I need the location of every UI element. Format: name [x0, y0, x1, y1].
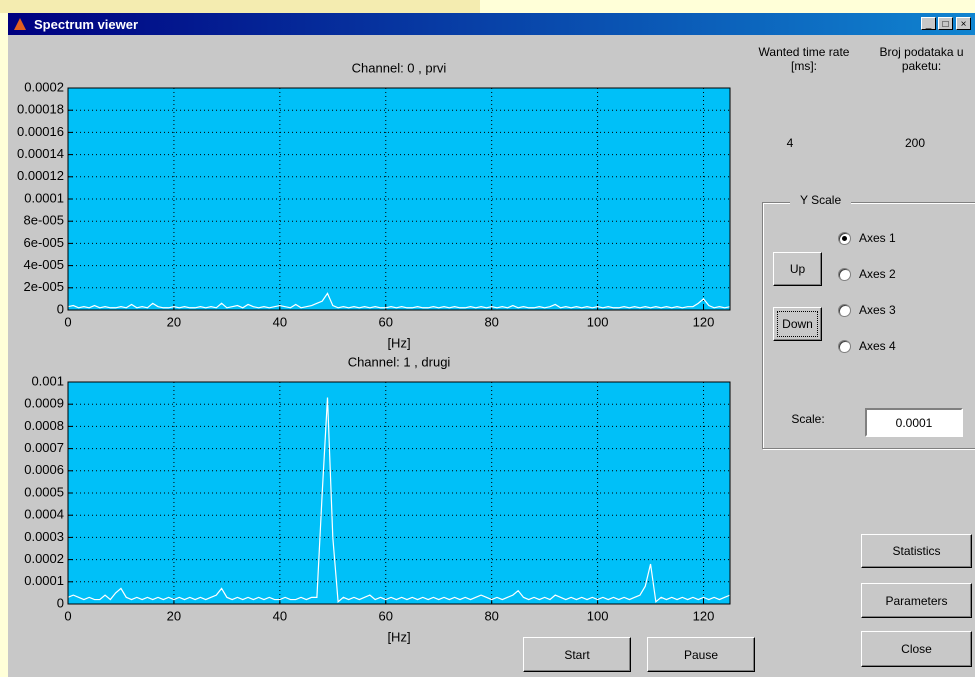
- chart-title: Channel: 1 , drugi: [348, 354, 451, 369]
- y-tick-label: 0.0004: [24, 507, 64, 522]
- x-axis-label: [Hz]: [387, 629, 410, 644]
- y-tick-label: 2e-005: [24, 279, 64, 294]
- y-tick-label: 0.0002: [24, 79, 64, 94]
- y-tick-label: 0.0003: [24, 529, 64, 544]
- statistics-button[interactable]: Statistics: [861, 534, 972, 568]
- y-tick-label: 0.0006: [24, 462, 64, 477]
- y-scale-group: [762, 202, 975, 449]
- y-tick-label: 4e-005: [24, 257, 64, 272]
- x-tick-label: 100: [587, 314, 609, 329]
- y-tick-label: 0.00016: [17, 124, 64, 139]
- maximize-button[interactable]: □: [938, 17, 953, 30]
- x-tick-label: 60: [379, 314, 393, 329]
- radio-indicator: [838, 231, 851, 245]
- packet-label: Broj podataka u paketu:: [879, 45, 964, 73]
- x-tick-label: 120: [693, 314, 715, 329]
- plots: Channel: 0 , prvi 0 2e-005 4e-005 6e-005 8e-0…: [17, 60, 731, 644]
- radio-button[interactable]: Axes 1: [838, 230, 896, 246]
- radio-button[interactable]: Axes 2: [838, 266, 896, 282]
- down-button[interactable]: Down: [773, 307, 822, 341]
- radio-indicator: [838, 267, 851, 281]
- y-tick-label: 0.001: [31, 373, 64, 388]
- radio-indicator: [838, 303, 851, 317]
- y-tick-label: 0.0001: [24, 190, 64, 205]
- minimize-button[interactable]: _: [921, 17, 936, 30]
- app-icon: [14, 18, 26, 30]
- parameters-button[interactable]: Parameters: [861, 583, 972, 618]
- y-tick-label: 0: [57, 301, 64, 316]
- time-rate-label: Wanted time rate [ms]:: [758, 45, 850, 73]
- radio-button[interactable]: Axes 3: [838, 302, 896, 318]
- pause-button[interactable]: Pause: [647, 637, 755, 672]
- y-tick-label: 0.00012: [17, 168, 64, 183]
- spectrum-line: [67, 397, 731, 603]
- x-tick-label: 100: [587, 608, 609, 623]
- up-button[interactable]: Up: [773, 252, 822, 286]
- x-tick-label: 20: [167, 608, 181, 623]
- y-tick-label: 0.0005: [24, 484, 64, 499]
- x-tick-label: 20: [167, 314, 181, 329]
- title-bar: [8, 13, 975, 35]
- plot-area: [68, 382, 730, 604]
- x-tick-label: 80: [484, 608, 498, 623]
- y-tick-label: 8e-005: [24, 213, 64, 228]
- y-tick-label: 0.0007: [24, 440, 64, 455]
- y-tick-label: 6e-005: [24, 235, 64, 250]
- plot-area: [68, 88, 730, 310]
- radio-label: Axes 4: [859, 339, 896, 353]
- packet-value: 200: [904, 136, 926, 150]
- scale-label: Scale:: [791, 412, 825, 426]
- y-tick-label: 0.0001: [24, 573, 64, 588]
- x-tick-label: 0: [64, 314, 71, 329]
- window: Spectrum viewer _ □ × Channel: 0 , prvi 0…: [8, 13, 975, 677]
- radio-label: Axes 2: [859, 267, 896, 281]
- x-tick-label: 40: [273, 314, 287, 329]
- chart-title: Channel: 0 , prvi: [352, 60, 447, 75]
- plot-frame: [67, 87, 731, 311]
- plot-frame: [67, 381, 731, 605]
- radio-button[interactable]: Axes 4: [838, 338, 896, 354]
- desktop-band: [0, 0, 480, 13]
- start-button[interactable]: Start: [523, 637, 631, 672]
- close-button[interactable]: Close: [861, 631, 972, 667]
- time-rate-value: 4: [786, 136, 794, 150]
- y-tick-label: 0.0002: [24, 551, 64, 566]
- x-tick-label: 0: [64, 608, 71, 623]
- spectrum-line: [67, 292, 731, 309]
- y-tick-label: 0.0009: [24, 396, 64, 411]
- x-tick-label: 120: [693, 608, 715, 623]
- x-axis-label: [Hz]: [387, 335, 410, 350]
- y-tick-label: 0: [57, 595, 64, 610]
- x-tick-label: 40: [273, 608, 287, 623]
- y-tick-label: 0.00018: [17, 102, 64, 117]
- y-tick-label: 0.00014: [17, 146, 64, 161]
- window-layer: Spectrum viewer _ □ × Channel: 0 , prvi 0…: [8, 13, 975, 677]
- radio-indicator: [838, 339, 851, 353]
- scale-input[interactable]: 0.0001: [865, 408, 963, 437]
- radio-label: Axes 1: [859, 231, 896, 245]
- radio-label: Axes 3: [859, 303, 896, 317]
- y-tick-label: 0.0008: [24, 418, 64, 433]
- x-tick-label: 80: [484, 314, 498, 329]
- y-scale-title: Y Scale: [790, 193, 852, 207]
- x-tick-label: 60: [379, 608, 393, 623]
- close-window-button[interactable]: ×: [956, 17, 971, 30]
- window-title: Spectrum viewer: [34, 17, 139, 32]
